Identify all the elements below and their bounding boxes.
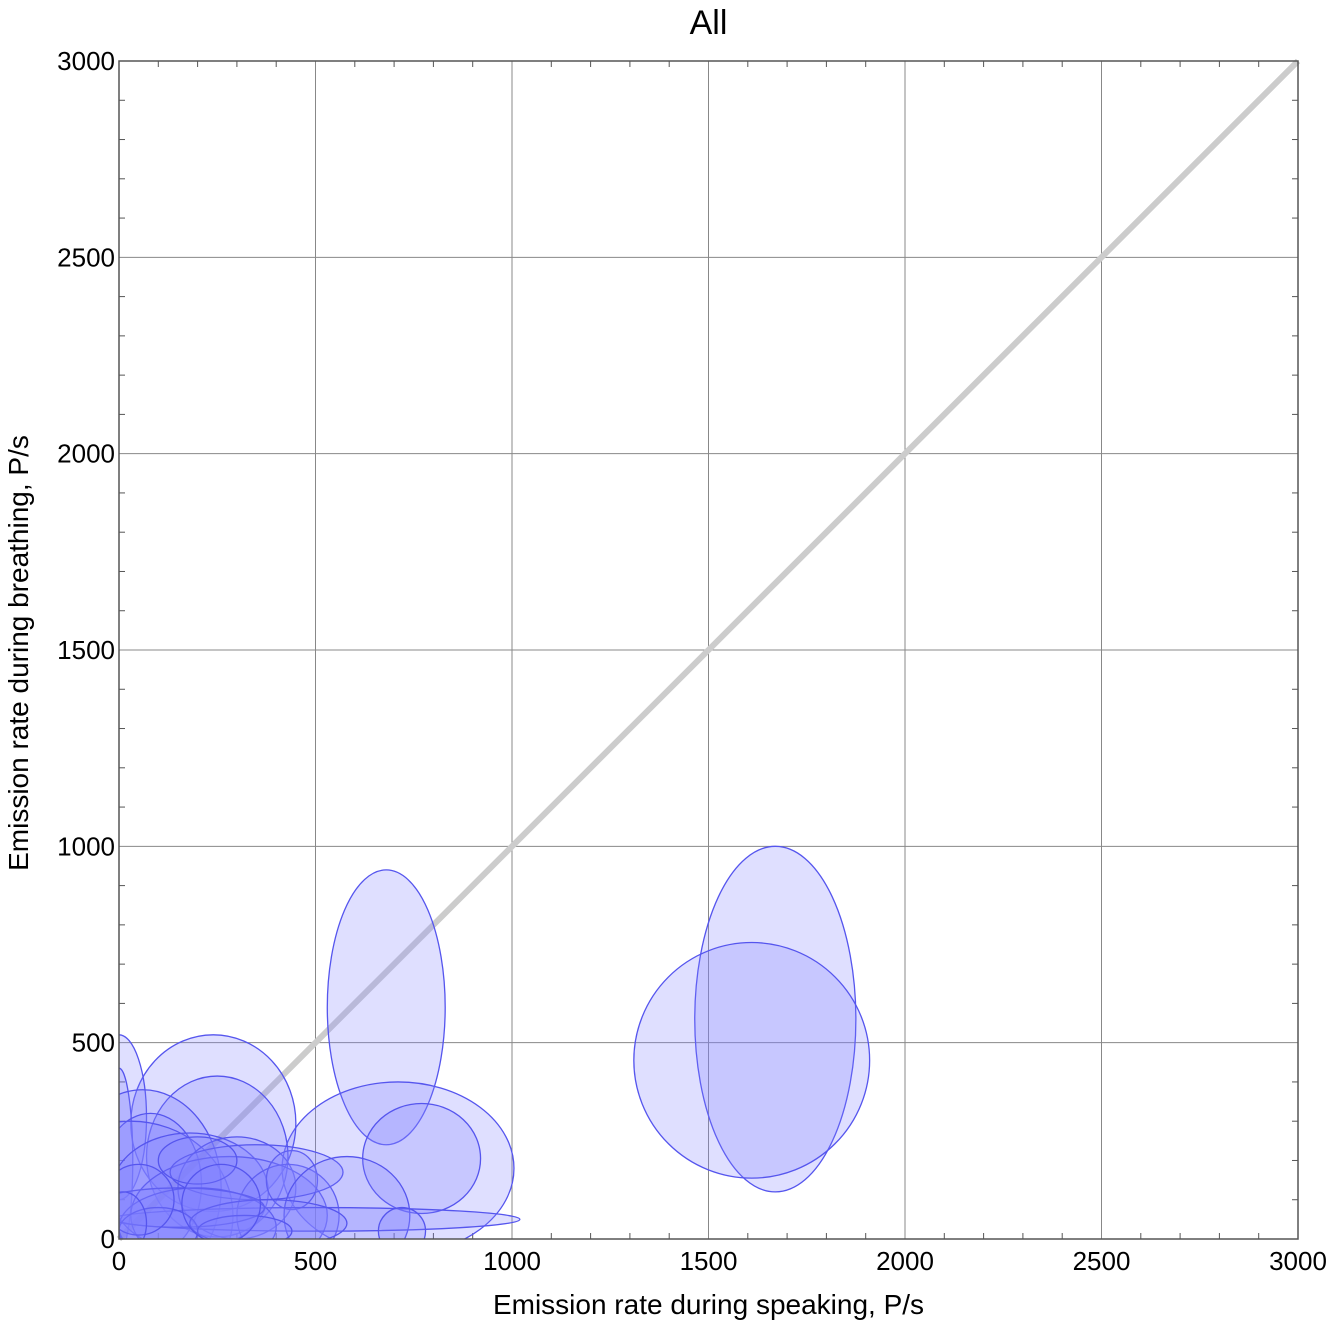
- x-tick-label-2: 1000: [483, 1246, 541, 1276]
- data-point-22: [119, 1187, 266, 1228]
- x-tick-label-6: 3000: [1269, 1246, 1327, 1276]
- x-tick-labels: 0 500 1000 1500 2000 2500 3000: [112, 1246, 1327, 1276]
- y-tick-labels: 0 500 1000 1500 2000 2500 3000: [57, 46, 115, 1254]
- reference-line: [116, 58, 1301, 1242]
- data-point-26: [157, 1136, 238, 1185]
- data-point-28: [119, 1191, 148, 1239]
- data-point-3: [281, 1081, 515, 1239]
- data-point-24: [189, 1199, 348, 1239]
- data-point-18: [283, 1155, 411, 1239]
- y-tick-label-4: 2000: [57, 439, 115, 469]
- data-point-29: [181, 1163, 262, 1239]
- y-tick-label-3: 1500: [57, 635, 115, 665]
- y-tick-label-0: 0: [101, 1224, 115, 1254]
- data-markers: [119, 845, 871, 1239]
- y-tick-label-1: 500: [72, 1028, 115, 1058]
- y-axis-title: Emission rate during breathing, P/s: [3, 435, 34, 871]
- y-tick-label-6: 3000: [57, 46, 115, 76]
- data-point-20: [377, 1206, 427, 1239]
- y-tick-label-2: 1000: [57, 831, 115, 861]
- chart-title: All: [690, 4, 728, 42]
- data-point-1: [694, 845, 857, 1193]
- y-tick-label-5: 2500: [57, 242, 115, 272]
- reference-line-group: [116, 58, 1301, 1242]
- plot-frame: [118, 60, 1299, 1240]
- data-point-27: [196, 1214, 293, 1239]
- x-tick-label-1: 500: [294, 1246, 337, 1276]
- x-tick-label-0: 0: [112, 1246, 126, 1276]
- data-point-2: [633, 941, 871, 1179]
- data-point-0: [326, 869, 446, 1146]
- x-tick-label-3: 1500: [680, 1246, 738, 1276]
- data-point-25: [119, 1163, 175, 1236]
- x-axis-title: Emission rate during speaking, P/s: [493, 1289, 924, 1320]
- x-tick-label-4: 2000: [876, 1246, 934, 1276]
- data-point-9: [119, 1089, 222, 1239]
- x-tick-label-5: 2500: [1073, 1246, 1131, 1276]
